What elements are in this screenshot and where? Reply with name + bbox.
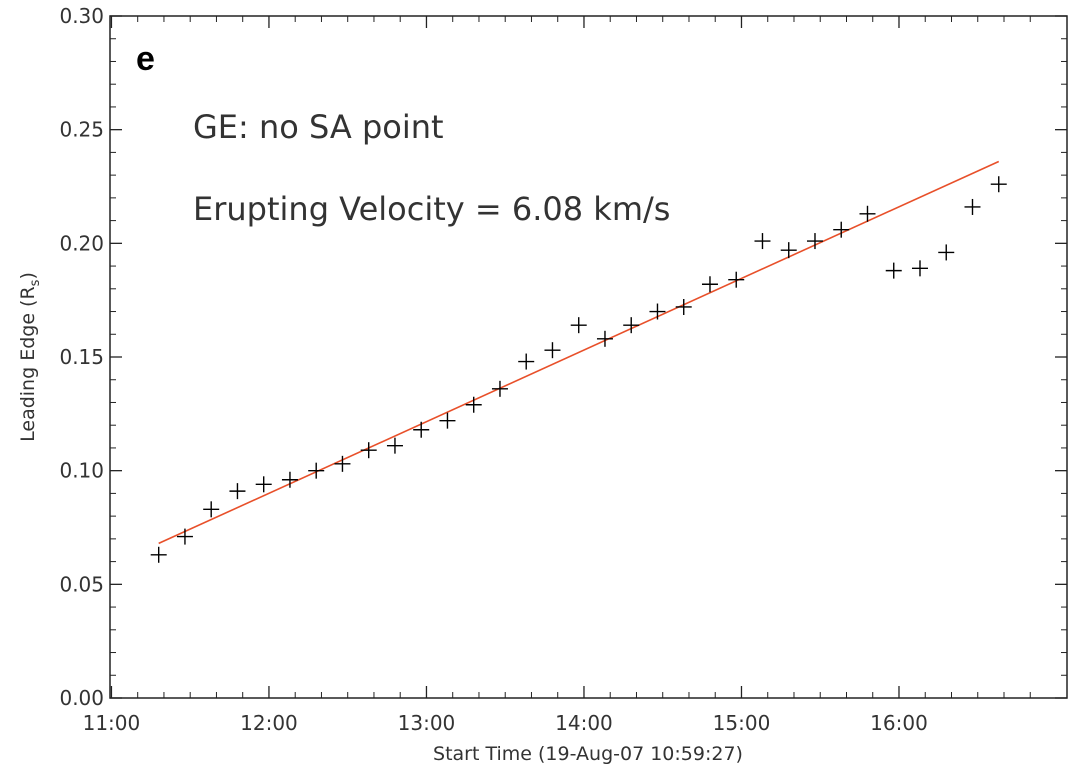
data-point [990, 176, 1007, 193]
data-point [439, 412, 456, 429]
y-tick-label: 0.15 [59, 345, 104, 369]
data-point [623, 317, 640, 334]
y-tick-label: 0.10 [59, 459, 104, 483]
data-point [360, 442, 377, 459]
x-tick-label: 14:00 [555, 711, 613, 735]
data-point [964, 198, 981, 215]
x-tick-label: 12:00 [240, 711, 298, 735]
y-tick-label: 0.00 [59, 686, 104, 710]
data-point [465, 396, 482, 413]
data-point [675, 298, 692, 315]
x-tick-label: 15:00 [713, 711, 771, 735]
panel-label: e [136, 40, 155, 78]
data-point [281, 471, 298, 488]
data-point [833, 221, 850, 238]
data-point [649, 303, 666, 320]
data-point [596, 330, 613, 347]
data-point [806, 233, 823, 250]
y-tick-label: 0.25 [59, 118, 104, 142]
data-point [938, 244, 955, 261]
x-axis-label: Start Time (19-Aug-07 10:59:27) [433, 743, 743, 765]
data-point [255, 476, 272, 493]
data-point [491, 380, 508, 397]
y-axis: 0.00 0.05 0.10 0.15 0.20 0.25 0.30 [59, 4, 1067, 710]
data-points-series [150, 176, 1007, 563]
y-tick-label: 0.30 [59, 4, 104, 28]
x-axis: 11:00 12:00 13:00 14:00 15:00 16:00 [83, 16, 1031, 735]
y-axis-label: Leading Edge (Rs) [17, 272, 43, 442]
data-point [413, 421, 430, 438]
y-axis-label-end: ) [17, 272, 39, 279]
annotation-velocity: Erupting Velocity = 6.08 km/s [193, 190, 670, 228]
data-point [701, 276, 718, 293]
data-point [386, 437, 403, 454]
y-axis-label-main: Leading Edge (R [17, 286, 39, 442]
data-point [754, 233, 771, 250]
fit-line [158, 160, 1000, 545]
data-point [544, 342, 561, 359]
data-point [911, 260, 928, 277]
data-point [728, 271, 745, 288]
data-point [229, 483, 246, 500]
annotation-method: GE: no SA point [193, 108, 444, 146]
x-tick-label: 16:00 [870, 711, 928, 735]
data-point [150, 546, 167, 563]
data-point [518, 353, 535, 370]
data-point [859, 205, 876, 222]
y-tick-label: 0.05 [59, 572, 104, 596]
y-axis-label-subscript: s [28, 279, 43, 286]
fit-line-series [158, 160, 1000, 545]
data-point [308, 462, 325, 479]
x-tick-label: 11:00 [83, 711, 141, 735]
data-point [176, 528, 193, 545]
data-point [885, 262, 902, 279]
x-tick-label: 13:00 [398, 711, 456, 735]
data-point [203, 501, 220, 518]
y-tick-label: 0.20 [59, 231, 104, 255]
data-point [780, 242, 797, 259]
data-point [334, 455, 351, 472]
data-point [570, 317, 587, 334]
